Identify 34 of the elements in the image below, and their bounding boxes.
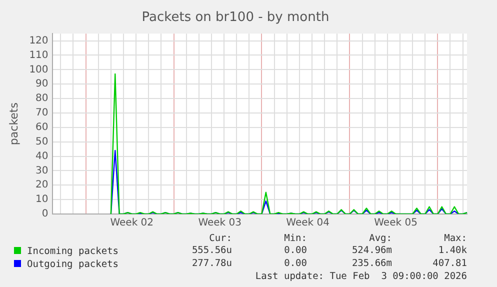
text: Max: — [443, 233, 467, 245]
y-tick-label: 100 — [29, 64, 48, 76]
legend-label: Outgoing packets — [26, 258, 120, 271]
y-tick-label: 80 — [36, 93, 48, 104]
legend-label: Incoming packets — [26, 245, 120, 258]
text: 0.00 — [283, 258, 307, 271]
y-tick-label: 10 — [36, 194, 48, 206]
text: 524.96m — [350, 245, 392, 258]
y-tick-label: 60 — [36, 122, 48, 133]
text: 1.40k — [437, 245, 467, 258]
y-tick-label: 110 — [29, 50, 48, 61]
y-tick-label: 70 — [36, 108, 48, 119]
y-tick-label: 50 — [36, 136, 48, 148]
y-tick-label: 120 — [29, 35, 48, 46]
text: 235.66m — [350, 258, 392, 271]
text: 0.00 — [283, 245, 307, 258]
chart-title: Packets on br100 - by month — [142, 10, 330, 26]
x-tick-label: Week 03 — [198, 218, 242, 229]
x-tick-label: Week 05 — [374, 218, 418, 229]
y-tick-label: 0 — [42, 208, 48, 220]
text: Last update: Tue Feb 3 09:00:00 2026 — [254, 271, 467, 283]
text: 277.78u — [190, 258, 232, 271]
x-tick-label: Week 02 — [110, 218, 154, 229]
text: Min: — [283, 233, 307, 245]
y-tick-label: 20 — [36, 180, 48, 191]
y-tick-label: 40 — [36, 150, 48, 162]
text: 555.56u — [190, 245, 232, 258]
x-tick-label: Week 04 — [286, 218, 330, 229]
text: Avg: — [368, 233, 392, 245]
y-axis-title: packets — [7, 102, 20, 146]
text: 407.81 — [432, 258, 467, 271]
y-tick-label: 90 — [36, 78, 48, 90]
y-tick-label: 30 — [36, 165, 48, 176]
text: Cur: — [208, 233, 232, 245]
